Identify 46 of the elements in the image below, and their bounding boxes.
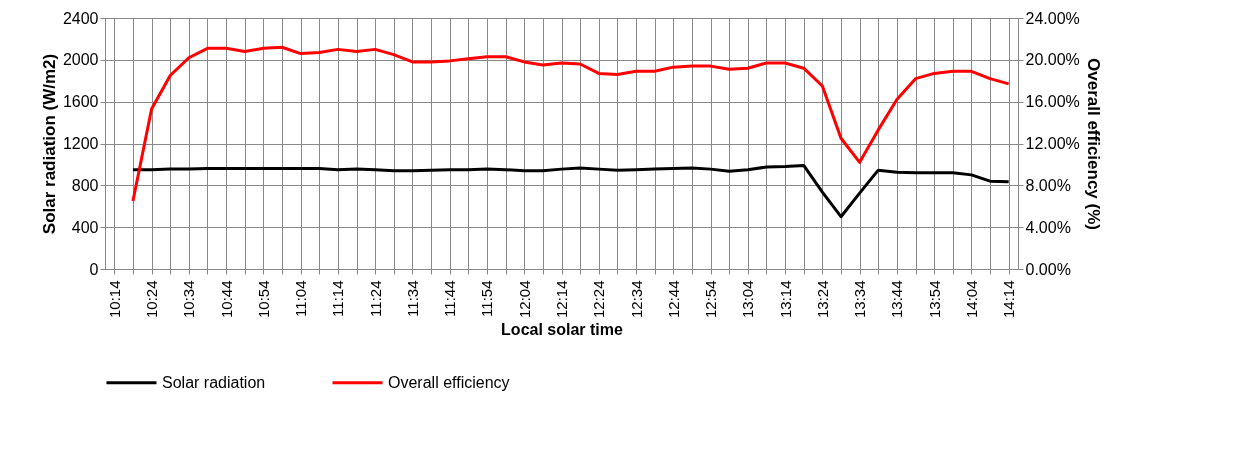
x-tick-label: 12:44 xyxy=(664,280,682,319)
y2-tick-label: 16.00% xyxy=(1025,93,1080,111)
y-tick-label: 800 xyxy=(71,176,99,194)
x-tick-label: 10:14 xyxy=(105,280,123,319)
x-tick-label: 13:04 xyxy=(739,280,757,319)
x-tick-label: 12:54 xyxy=(702,280,720,319)
x-tick-label: 11:34 xyxy=(403,280,421,317)
x-tick-label: 13:24 xyxy=(813,280,831,319)
x-tick-label: 13:44 xyxy=(888,280,906,319)
x-tick-label: 14:04 xyxy=(962,280,980,319)
x-tick-label: 10:24 xyxy=(143,280,161,319)
x-tick-label: 11:54 xyxy=(478,280,496,317)
x-tick-label: 11:04 xyxy=(292,280,310,317)
x-tick-label: 13:34 xyxy=(851,280,869,319)
y2-tick-label: 12.00% xyxy=(1025,135,1080,152)
x-tick-label: 12:14 xyxy=(553,280,570,319)
x-tick-label: 11:24 xyxy=(366,280,384,317)
line-series xyxy=(131,163,1011,219)
x-tick-label: 10:34 xyxy=(180,280,198,319)
y-tick-label: 400 xyxy=(71,218,99,236)
x-tick-label: 13:54 xyxy=(925,280,943,319)
y-tick-label: 2000 xyxy=(62,51,99,69)
x-tick-label: 12:04 xyxy=(515,280,533,319)
y2-tick-label: 0.00% xyxy=(1025,260,1071,278)
x-tick-label: 11:14 xyxy=(329,280,347,317)
x-tick-label: 14:14 xyxy=(1000,280,1018,319)
y-tick-label: 0 xyxy=(89,260,99,278)
y2-tick-label: 8.00% xyxy=(1025,176,1071,194)
x-tick-label: 12:24 xyxy=(590,280,608,319)
y-axis-title: Solar radiation (W/m2) xyxy=(39,53,59,235)
y2-tick-label: 24.00% xyxy=(1025,9,1080,27)
legend-label: Solar radiation xyxy=(162,373,266,391)
y-tick-label: 1200 xyxy=(62,135,99,152)
x-axis-title: Local solar time xyxy=(501,321,624,339)
x-tick-label: 10:54 xyxy=(254,280,272,319)
x-tick-label: 10:44 xyxy=(217,280,235,319)
y2-tick-label: 4.00% xyxy=(1025,218,1071,236)
y2-tick-label: 20.00% xyxy=(1025,51,1080,69)
legend-label: Overall efficiency xyxy=(388,373,510,391)
x-tick-label: 11:44 xyxy=(441,280,459,317)
x-tick-label: 13:14 xyxy=(776,280,794,319)
x-tick-label: 12:34 xyxy=(627,280,645,319)
y2-axis-title: Overall efficiency (%) xyxy=(1083,58,1103,230)
line-series xyxy=(131,45,1011,203)
y-tick-label: 2400 xyxy=(62,9,99,27)
y-tick-label: 1600 xyxy=(62,93,99,111)
